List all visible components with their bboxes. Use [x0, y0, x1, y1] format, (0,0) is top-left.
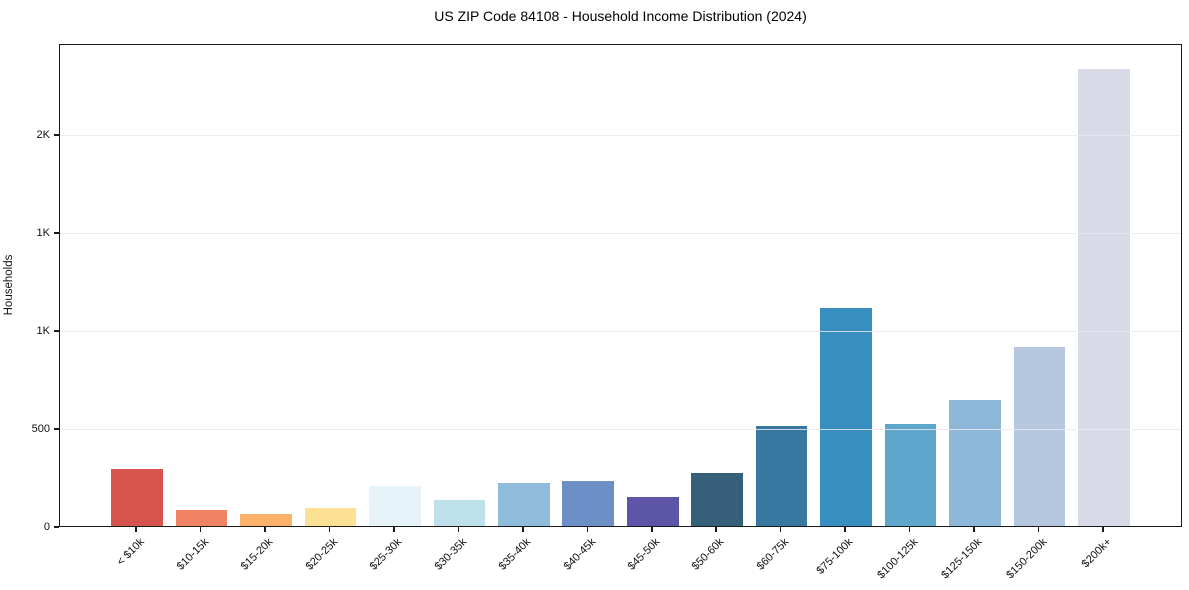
x-tick: [973, 527, 975, 532]
x-tick: [522, 527, 524, 532]
x-tick: [1102, 527, 1104, 532]
bar-12: [884, 424, 937, 526]
x-tick-label-text: $10-15k: [174, 536, 211, 573]
x-tick: [328, 527, 331, 532]
bar-11: [820, 308, 872, 526]
bar-4: [369, 485, 421, 526]
gridline: [60, 429, 1181, 431]
bar-2: [240, 514, 292, 526]
x-tick-label-text: $20-25k: [303, 536, 340, 573]
x-tick-label-text: $50-60k: [690, 536, 727, 573]
y-tick-label: 500: [31, 422, 50, 435]
x-tick: [844, 527, 846, 532]
x-tick: [457, 527, 460, 532]
x-tick-label-text: $40-45k: [561, 536, 598, 573]
bar-5: [433, 499, 486, 526]
x-tick: [586, 527, 589, 532]
y-tick-label: 1K: [36, 226, 50, 239]
bar-13: [949, 399, 1001, 526]
bar-8: [626, 496, 679, 526]
bar-7: [562, 480, 615, 526]
y-tick: [54, 330, 59, 332]
y-tick: [54, 526, 59, 528]
x-tick-label-text: $60-75k: [754, 536, 792, 573]
x-tick-label-text: $125-150k: [939, 536, 985, 582]
bar-1: [175, 509, 228, 526]
x-tick: [715, 527, 717, 532]
gridline: [60, 135, 1181, 137]
x-tick-label-text: $75-100k: [814, 536, 856, 577]
x-tick: [779, 527, 782, 532]
x-tick-label-text: $100-125k: [874, 536, 921, 582]
bar-15: [1078, 69, 1130, 526]
bar-3: [304, 508, 357, 526]
x-tick-label-text: < $10k: [114, 536, 147, 569]
x-tick: [908, 527, 911, 532]
y-axis-label: Households: [3, 254, 15, 316]
x-tick: [1037, 527, 1040, 532]
y-tick: [54, 232, 59, 234]
x-tick-label-text: $25-30k: [367, 536, 405, 573]
bar-9: [691, 473, 744, 526]
y-tick: [54, 134, 59, 136]
x-tick: [651, 527, 653, 532]
x-tick-label-text: $45-50k: [625, 536, 663, 573]
plot-area: [59, 44, 1182, 527]
gridline: [60, 233, 1181, 235]
bar-14: [1013, 347, 1066, 526]
x-tick-label-text: $15-20k: [238, 536, 276, 573]
bar-6: [498, 482, 550, 526]
gridline: [60, 331, 1181, 333]
x-tick-label-text: $150-200k: [1003, 536, 1050, 582]
x-tick-label-text: $30-35k: [432, 536, 469, 573]
y-tick-label: 0: [43, 521, 50, 533]
y-tick-label: 1K: [36, 324, 50, 337]
x-tick: [199, 527, 202, 532]
y-tick: [54, 428, 59, 430]
y-tick-label: 2K: [36, 128, 50, 141]
bar-0: [111, 469, 163, 526]
x-tick: [393, 527, 395, 532]
x-tick: [264, 527, 266, 532]
x-tick-label-text: $200k+: [1079, 536, 1114, 571]
chart-title: US ZIP Code 84108 - Household Income Dis…: [434, 8, 807, 24]
x-tick: [135, 527, 137, 532]
x-tick-label-text: $35-40k: [496, 536, 534, 573]
bar-10: [755, 426, 808, 526]
